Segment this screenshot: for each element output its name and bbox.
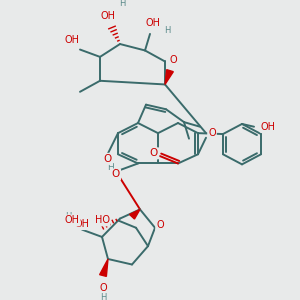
Text: OH: OH bbox=[74, 219, 89, 229]
Text: OH: OH bbox=[64, 35, 80, 45]
Text: O: O bbox=[112, 169, 120, 179]
Text: OH: OH bbox=[100, 11, 116, 22]
Text: O: O bbox=[99, 284, 107, 293]
Text: O: O bbox=[104, 154, 112, 164]
Text: O: O bbox=[169, 55, 177, 64]
Polygon shape bbox=[130, 209, 140, 219]
Text: O: O bbox=[156, 220, 164, 230]
Text: OH: OH bbox=[64, 215, 80, 225]
Text: H: H bbox=[119, 0, 125, 8]
Polygon shape bbox=[100, 259, 108, 276]
Text: H: H bbox=[65, 212, 71, 221]
Text: HO: HO bbox=[94, 215, 110, 225]
Text: OH: OH bbox=[260, 122, 275, 132]
Text: H: H bbox=[164, 26, 170, 35]
Text: H: H bbox=[108, 163, 114, 172]
Text: OH: OH bbox=[146, 18, 160, 28]
Polygon shape bbox=[165, 70, 173, 85]
Text: O: O bbox=[150, 148, 158, 158]
Text: O: O bbox=[208, 128, 216, 138]
Text: H: H bbox=[100, 293, 106, 300]
